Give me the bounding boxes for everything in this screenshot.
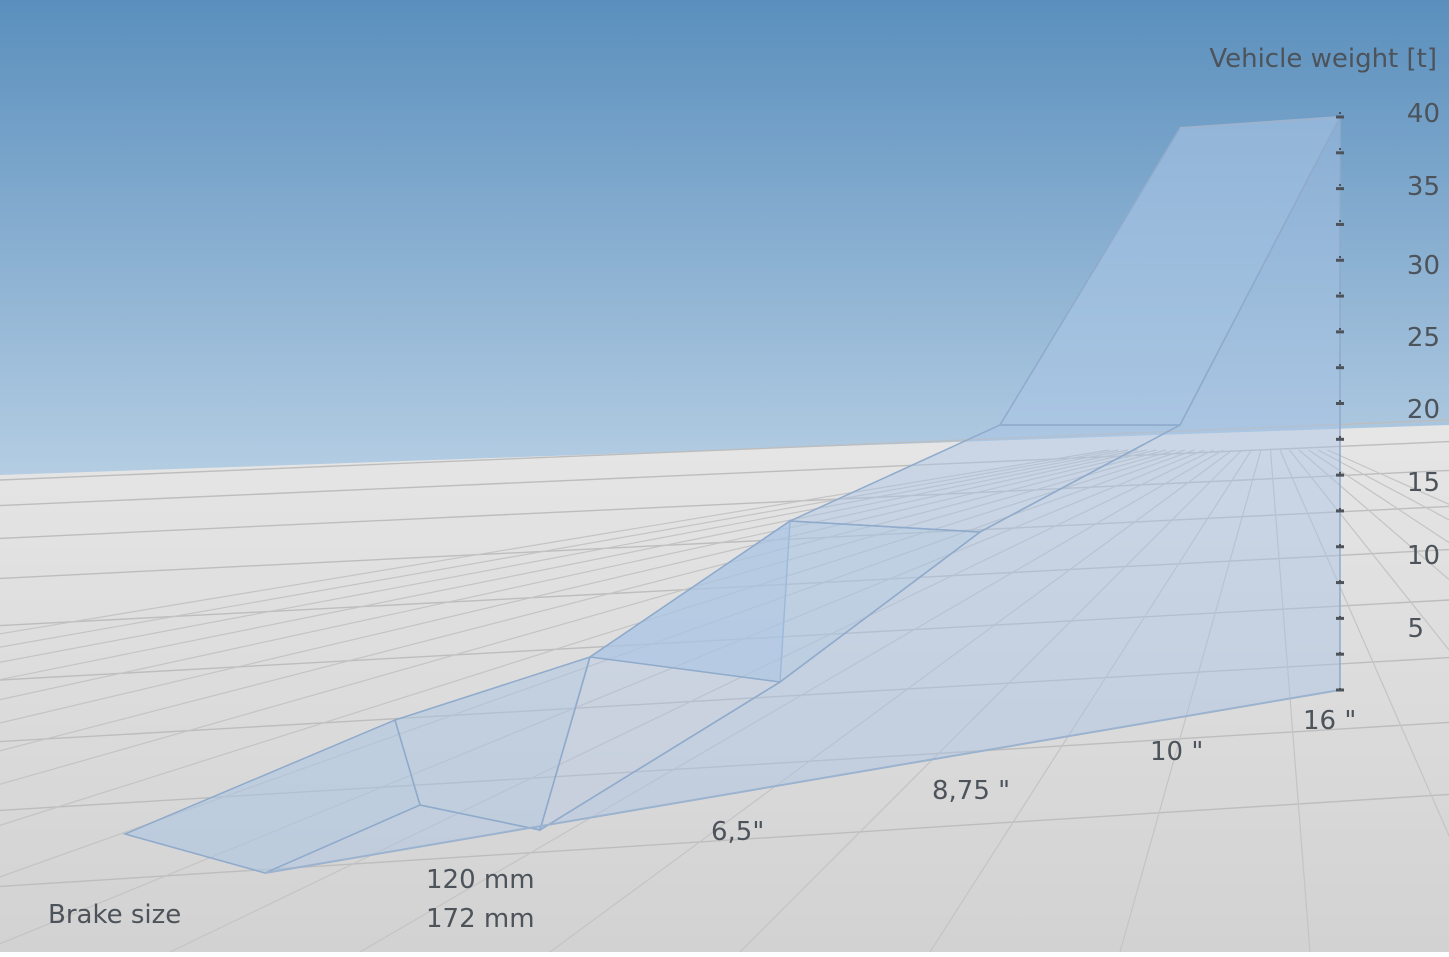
x-tick-16: 16 " — [1303, 706, 1356, 736]
y-tick-40: 40 — [1407, 99, 1440, 129]
x-tick-120mm: 120 mm — [426, 865, 535, 895]
x-tick-172mm: 172 mm — [426, 904, 535, 934]
x-tick-65: 6,5" — [711, 817, 764, 847]
y-tick-10: 10 — [1407, 541, 1440, 571]
y-tick-30: 30 — [1407, 251, 1440, 281]
y-tick-20: 20 — [1407, 395, 1440, 425]
y-tick-5: 5 — [1407, 614, 1424, 644]
y-tick-35: 35 — [1407, 172, 1440, 202]
y-tick-25: 25 — [1407, 323, 1440, 353]
x-tick-875: 8,75 " — [932, 776, 1010, 806]
y-axis-title: Vehicle weight [t] — [1209, 44, 1437, 74]
y-tick-15: 15 — [1407, 468, 1440, 498]
x-tick-10: 10 " — [1150, 737, 1203, 767]
x-axis-title: Brake size — [48, 900, 181, 930]
